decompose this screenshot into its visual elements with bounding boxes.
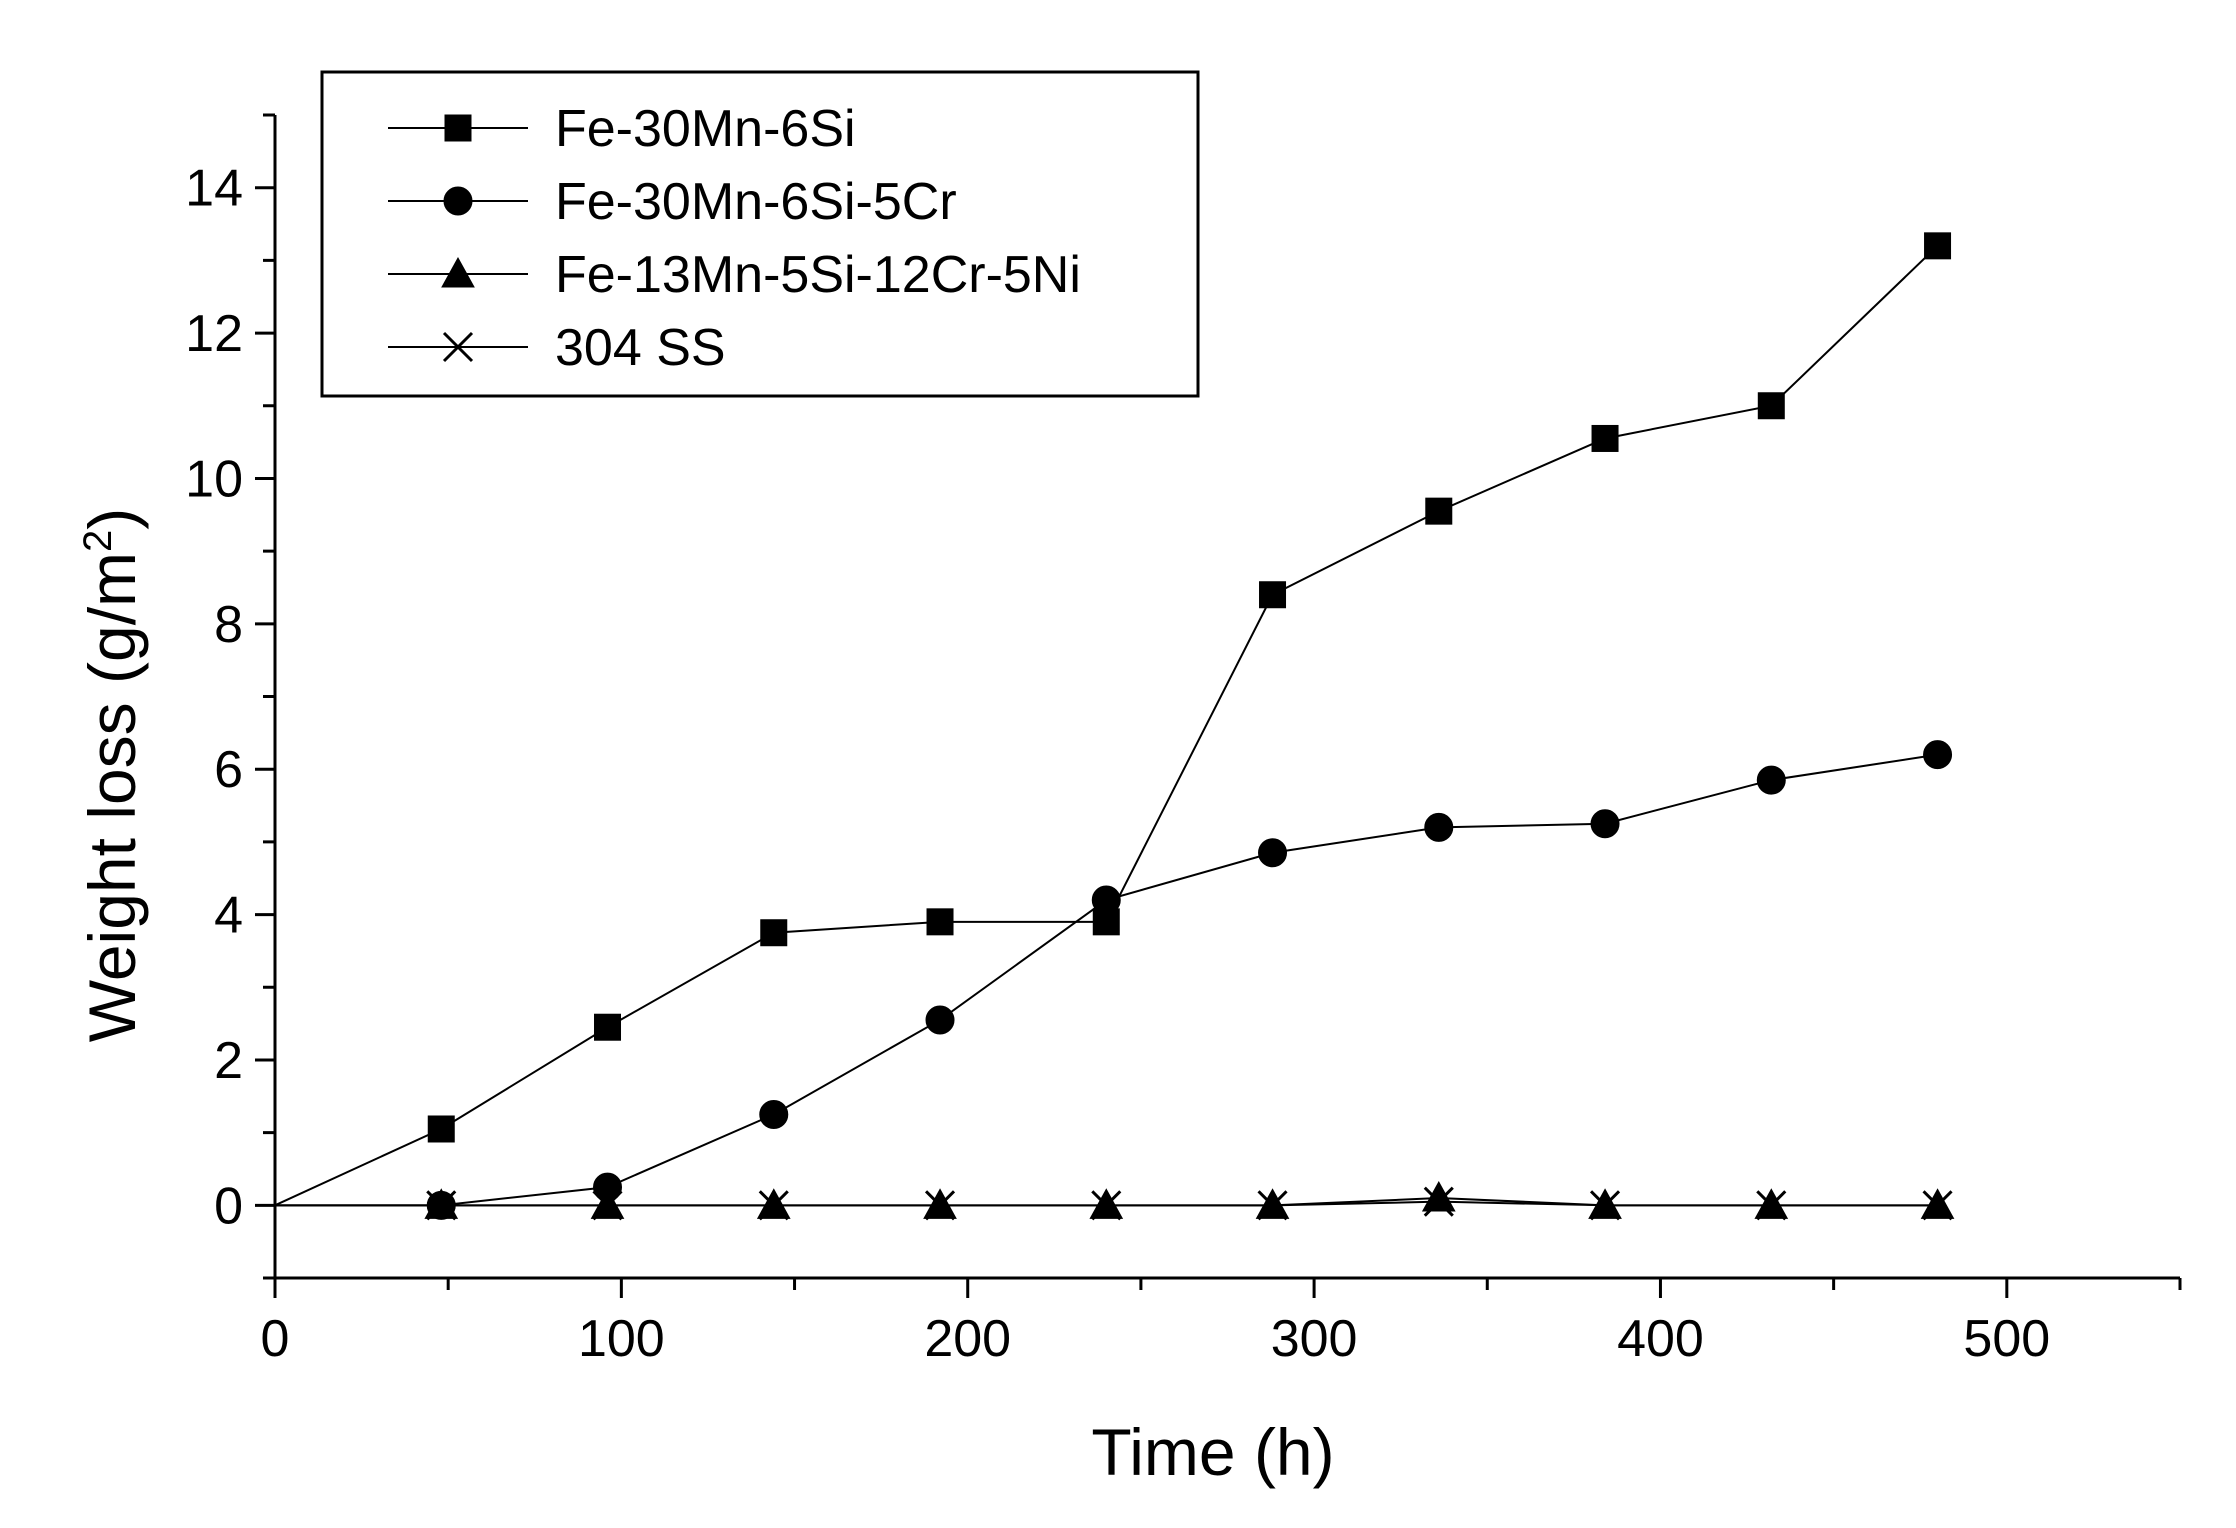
- data-point-fe-30mn-6si: [594, 1013, 622, 1041]
- data-point-304-ss-stroke: [758, 1190, 789, 1221]
- data-point-304-ss: [1423, 1186, 1454, 1217]
- data-point-fe-30mn-6si: [760, 919, 788, 947]
- series-fe-30mn-6si-5cr: [275, 740, 1953, 1220]
- series-304-ss: [275, 1186, 1953, 1221]
- legend-label-fe-30mn-6si: Fe-30Mn-6Si: [555, 100, 856, 158]
- data-point-304-ss-stroke: [924, 1190, 956, 1221]
- data-point-fe-30mn-6si-5cr: [925, 1005, 955, 1035]
- data-point-304-ss: [426, 1190, 457, 1221]
- legend-label-304-ss: 304 SS: [555, 319, 726, 377]
- y-tick-label: 12: [185, 305, 243, 363]
- x-tick-label: 100: [578, 1310, 665, 1368]
- data-point-304-ss: [1756, 1190, 1787, 1221]
- data-point-fe-30mn-6si: [1259, 581, 1287, 609]
- data-point-fe-30mn-6si: [427, 1115, 455, 1143]
- data-point-304-ss: [592, 1190, 623, 1221]
- y-axis-title-close: ): [75, 508, 149, 530]
- data-point-fe-30mn-6si-5cr: [1091, 885, 1121, 915]
- data-point-304-ss: [758, 1190, 789, 1221]
- y-tick-label: 4: [214, 887, 243, 945]
- data-point-fe-13mn-5si-12cr-5ni: [1421, 1181, 1456, 1212]
- x-tick-label: 200: [924, 1310, 1011, 1368]
- legend-marker-fe-13mn-5si-12cr-5ni: [441, 256, 475, 288]
- data-point-fe-30mn-6si-5cr: [1424, 812, 1454, 842]
- data-point-304-ss-stroke: [1922, 1190, 1953, 1221]
- axes: 0 100 200 300 400 500 0 2 4 6 8 10 12 14: [185, 113, 2182, 1368]
- x-tick-label: 400: [1617, 1310, 1704, 1368]
- data-point-304-ss-stroke: [1423, 1186, 1454, 1217]
- y-tick-label: 10: [185, 450, 243, 508]
- y-tick-label: 2: [214, 1032, 243, 1090]
- x-tick-label: 500: [1963, 1310, 2050, 1368]
- data-point-fe-30mn-6si-5cr: [1756, 765, 1786, 795]
- legend-marker-fe-30mn-6si-5cr: [443, 186, 473, 216]
- data-point-304-ss-stroke: [592, 1190, 623, 1221]
- data-point-304-ss: [1257, 1190, 1288, 1221]
- x-axis-title: Time (h): [1091, 1415, 1334, 1489]
- legend-item-304-ss: 304 SS: [388, 319, 726, 377]
- legend-item-fe-30mn-6si: Fe-30Mn-6Si: [388, 100, 856, 158]
- legend-label-fe-30mn-6si-5cr: Fe-30Mn-6Si-5Cr: [555, 173, 957, 231]
- data-point-fe-30mn-6si-5cr: [1923, 740, 1953, 770]
- data-point-fe-30mn-6si: [1591, 424, 1619, 452]
- y-tick-label: 8: [214, 596, 243, 654]
- data-point-304-ss: [1589, 1190, 1621, 1221]
- data-point-fe-30mn-6si: [1425, 497, 1453, 525]
- data-point-fe-30mn-6si-5cr: [759, 1099, 789, 1129]
- data-point-304-ss: [1922, 1190, 1953, 1221]
- series-layer: [274, 232, 1955, 1221]
- y-tick-label: 14: [185, 160, 243, 218]
- data-point-fe-30mn-6si-5cr: [1590, 809, 1620, 839]
- legend-marker-304-ss-stroke: [442, 331, 474, 363]
- x-tick-label: 300: [1271, 1310, 1358, 1368]
- series-line-fe-30mn-6si-5cr: [275, 753, 1938, 1207]
- data-point-fe-30mn-6si: [926, 908, 954, 936]
- data-point-304-ss-stroke: [426, 1190, 457, 1221]
- legend: Fe-30Mn-6Si Fe-30Mn-6Si-5Cr Fe-13Mn-5Si-12…: [320, 70, 1200, 398]
- y-axis-title-main: Weight loss (g/m: [75, 552, 149, 1042]
- legend-item-fe-30mn-6si-5cr: Fe-30Mn-6Si-5Cr: [388, 173, 957, 231]
- legend-label-fe-13mn-5si-12cr-5ni: Fe-13Mn-5Si-12Cr-5Ni: [555, 246, 1081, 304]
- data-point-fe-30mn-6si: [1757, 392, 1785, 420]
- data-point-304-ss-stroke: [1589, 1190, 1621, 1221]
- data-point-fe-30mn-6si-5cr: [1258, 838, 1288, 868]
- legend-marker-304-ss: [442, 331, 474, 363]
- y-tick-label: 0: [214, 1177, 243, 1235]
- legend-item-fe-13mn-5si-12cr-5ni: Fe-13Mn-5Si-12Cr-5Ni: [388, 246, 1081, 304]
- data-point-304-ss-stroke: [1257, 1190, 1288, 1221]
- data-point-304-ss-stroke: [1091, 1190, 1122, 1221]
- y-tick-label: 6: [214, 741, 243, 799]
- data-point-fe-30mn-6si: [1092, 908, 1120, 936]
- data-point-304-ss-stroke: [1756, 1190, 1787, 1221]
- data-point-304-ss: [924, 1190, 956, 1221]
- y-axis-title-superscript: 2: [76, 530, 120, 552]
- data-point-304-ss: [1091, 1190, 1122, 1221]
- y-axis-title: Weight loss (g/m2): [75, 508, 149, 1043]
- x-tick-label: 0: [261, 1310, 290, 1368]
- legend-marker-fe-30mn-6si: [444, 114, 472, 142]
- series-fe-30mn-6si: [274, 232, 1952, 1207]
- data-point-fe-30mn-6si: [1924, 232, 1952, 260]
